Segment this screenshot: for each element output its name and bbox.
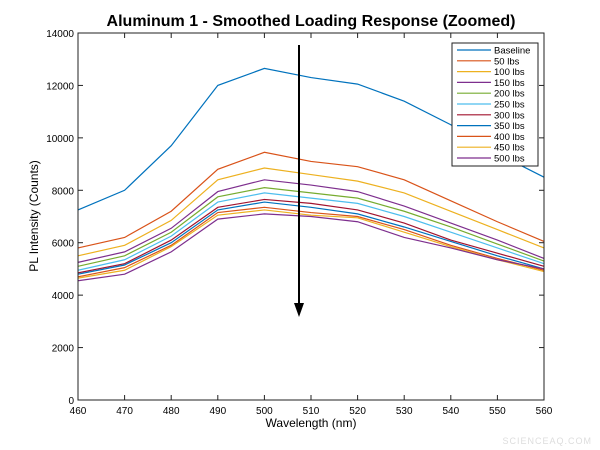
x-tick-label: 520 [349,406,366,417]
x-tick-label: 560 [536,406,553,417]
x-tick-label: 480 [163,406,180,417]
y-tick-label: 6000 [52,239,75,250]
y-tick-label: 4000 [52,291,75,302]
y-tick-label: 12000 [46,81,74,92]
x-tick-label: 470 [116,406,133,417]
series-line-300-lbs [77,198,545,274]
series-line-100-lbs [77,167,545,257]
series-line-500-lbs [77,213,545,282]
x-axis-label: Wavelength (nm) [266,416,357,430]
y-tick-label: 0 [68,396,74,407]
x-tick-label: 550 [489,406,506,417]
x-tick-label: 540 [442,406,459,417]
x-tick-label: 510 [303,406,320,417]
legend-entry: 200 lbs [494,89,525,100]
series-line-50-lbs [77,151,545,249]
legend-entry: 300 lbs [494,110,525,121]
chart-title: Aluminum 1 - Smoothed Loading Response (… [107,13,516,30]
x-tick-label: 500 [256,406,273,417]
legend-entry: 500 lbs [494,154,525,165]
legend-entry: Baseline [494,46,530,57]
series-line-400-lbs [77,206,545,278]
legend-entry: 50 lbs [494,56,520,67]
arrow-annotation [294,45,304,317]
series-line-200-lbs [77,187,545,267]
y-axis-label: PL Intensity (Counts) [27,160,41,272]
y-tick-label: 10000 [46,134,74,145]
series-line-250-lbs [77,192,545,271]
legend-entry: 450 lbs [494,143,525,154]
series-line-150-lbs [77,179,545,263]
legend-entry: 350 lbs [494,121,525,132]
legend-entry: 250 lbs [494,100,525,111]
y-tick-label: 8000 [52,186,75,197]
y-tick-label: 14000 [46,29,74,40]
series-line-450-lbs [77,209,545,279]
legend-entry: 100 lbs [494,67,525,78]
x-tick-label: 530 [396,406,413,417]
legend-entry: 400 lbs [494,132,525,143]
series-line-350-lbs [77,201,545,275]
y-tick-label: 2000 [52,344,75,355]
x-tick-label: 460 [70,406,87,417]
legend-entry: 150 lbs [494,78,525,89]
x-tick-label: 490 [209,406,226,417]
watermark: SCIENCEAQ.COM [502,436,592,446]
